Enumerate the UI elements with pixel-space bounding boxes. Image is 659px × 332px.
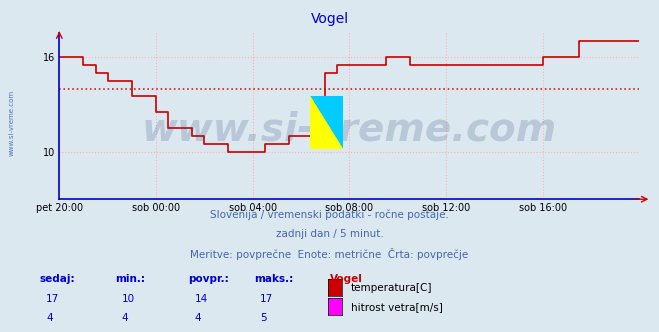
- Text: zadnji dan / 5 minut.: zadnji dan / 5 minut.: [275, 229, 384, 239]
- Polygon shape: [310, 96, 343, 149]
- Bar: [310, 96, 326, 123]
- Text: sedaj:: sedaj:: [40, 274, 75, 284]
- Text: 17: 17: [260, 294, 273, 304]
- Text: 10: 10: [122, 294, 135, 304]
- Text: Vogel: Vogel: [330, 274, 362, 284]
- Text: min.:: min.:: [115, 274, 146, 284]
- Text: 4: 4: [46, 313, 53, 323]
- Text: 4: 4: [122, 313, 129, 323]
- Text: Vogel: Vogel: [310, 12, 349, 26]
- Text: Meritve: povprečne  Enote: metrične  Črta: povprečje: Meritve: povprečne Enote: metrične Črta:…: [190, 248, 469, 260]
- Text: www.si-vreme.com: www.si-vreme.com: [9, 90, 14, 156]
- Text: Slovenija / vremenski podatki - ročne postaje.: Slovenija / vremenski podatki - ročne po…: [210, 210, 449, 220]
- Bar: [326, 123, 343, 149]
- Text: hitrost vetra[m/s]: hitrost vetra[m/s]: [351, 302, 442, 312]
- Text: 17: 17: [46, 294, 59, 304]
- Bar: [326, 96, 343, 123]
- Bar: [310, 123, 326, 149]
- Text: 5: 5: [260, 313, 267, 323]
- Text: maks.:: maks.:: [254, 274, 293, 284]
- Text: 4: 4: [194, 313, 201, 323]
- Text: 14: 14: [194, 294, 208, 304]
- Text: www.si-vreme.com: www.si-vreme.com: [142, 111, 557, 148]
- Text: povpr.:: povpr.:: [188, 274, 229, 284]
- Text: temperatura[C]: temperatura[C]: [351, 283, 432, 293]
- Polygon shape: [310, 96, 343, 149]
